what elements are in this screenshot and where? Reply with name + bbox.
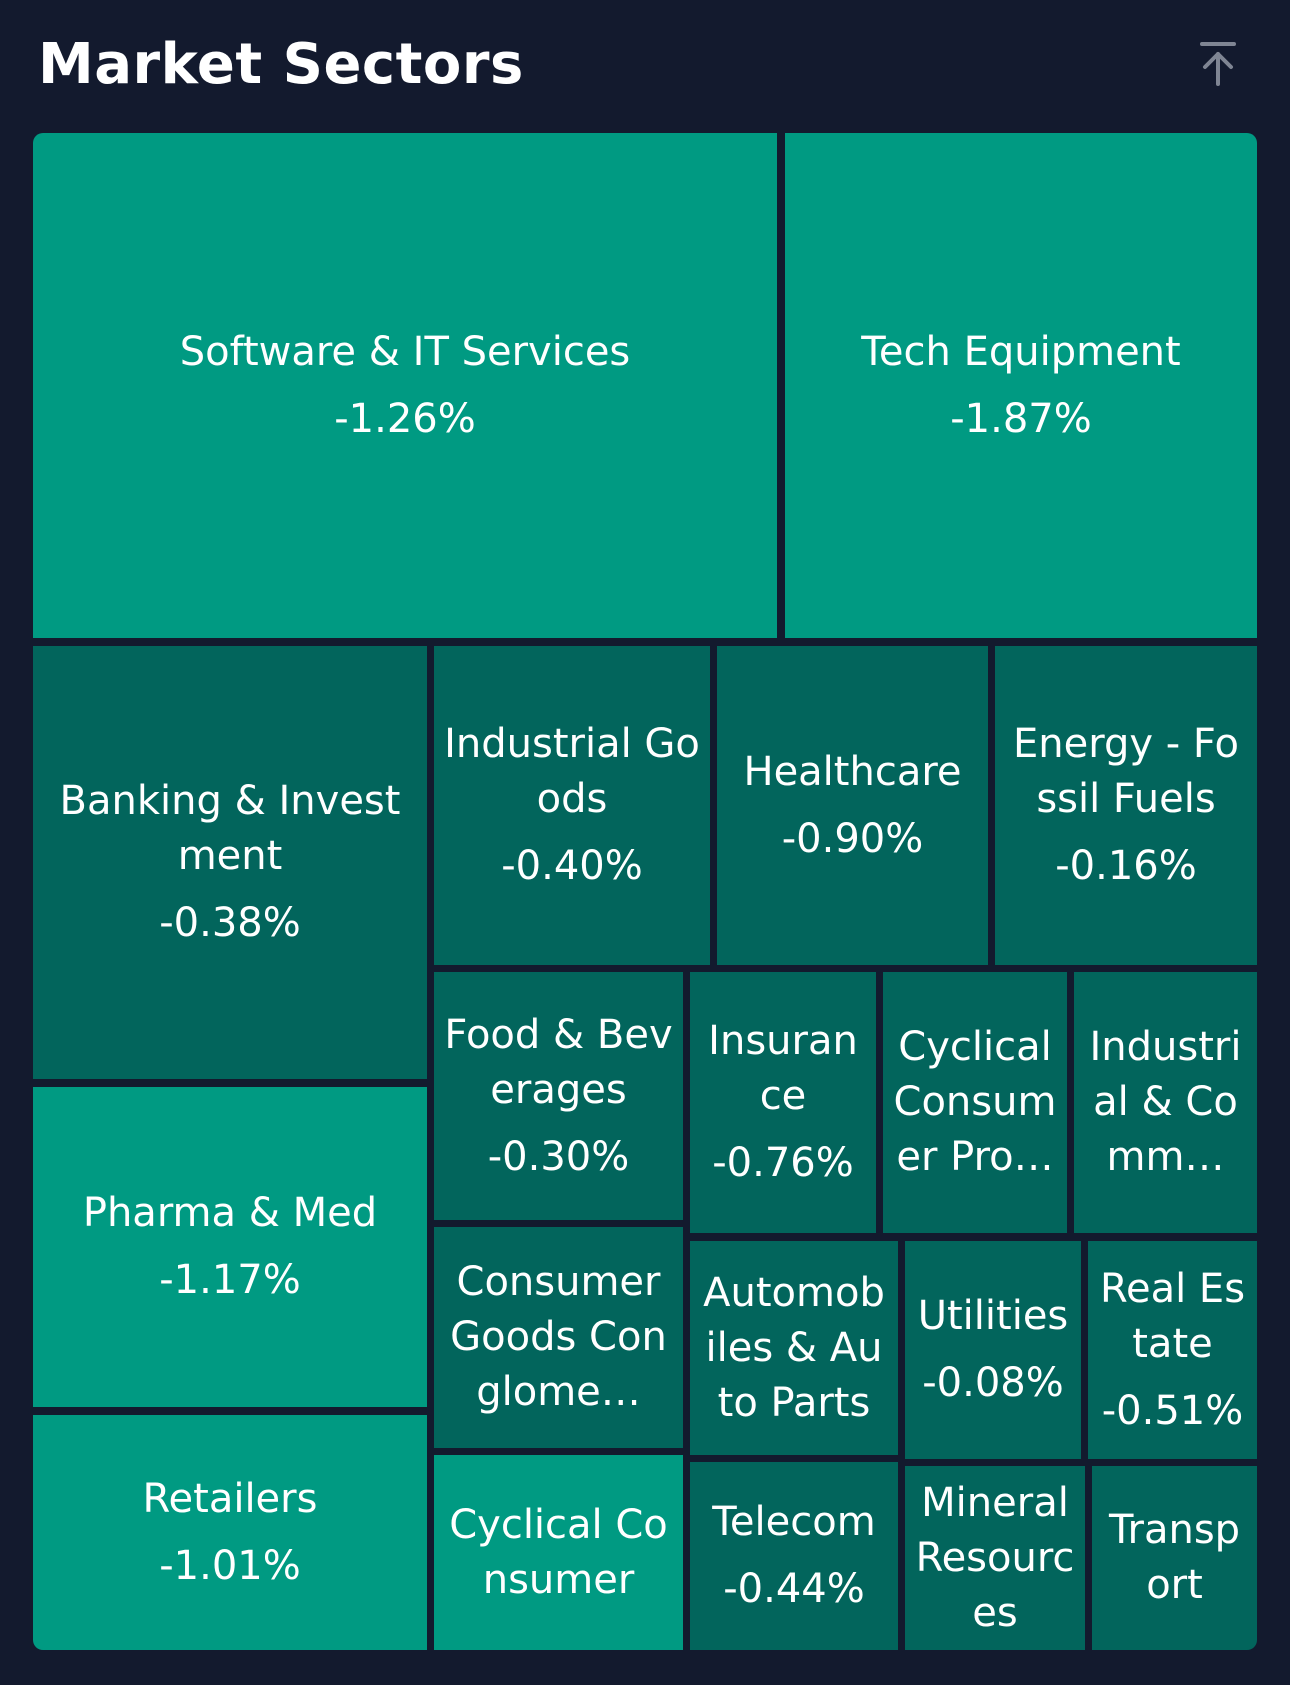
tile-real-estate[interactable]: Real Estate -0.51% (1088, 1241, 1257, 1459)
tile-automobiles-auto-parts[interactable]: Automobiles & Auto Parts (690, 1241, 898, 1455)
tile-name: Transport (1108, 1507, 1241, 1608)
tile-name: Automobiles & Auto Parts (703, 1269, 885, 1426)
tile-change: -0.30% (487, 1133, 630, 1180)
tile-change: -0.76% (712, 1140, 854, 1186)
tile-consumer-goods-conglomerates[interactable]: Consumer Goods Conglome… (434, 1227, 683, 1448)
tile-change: -0.51% (1101, 1387, 1244, 1434)
tile-name: Mineral Resources (915, 1479, 1075, 1636)
tile-transport[interactable]: Transport (1092, 1466, 1257, 1650)
tile-change: -1.26% (334, 395, 476, 442)
tile-industrial-goods[interactable]: Industrial Goods -0.40% (434, 646, 710, 965)
tile-banking-investment[interactable]: Banking & Investment -0.38% (33, 646, 427, 1079)
tile-name: Industrial Goods (444, 721, 700, 822)
tile-telecom[interactable]: Telecom -0.44% (690, 1462, 898, 1650)
tile-name: Energy - Fossil Fuels (1013, 721, 1239, 822)
tile-cyclical-consumer[interactable]: Cyclical Consumer (434, 1455, 683, 1650)
tile-change: -0.38% (159, 900, 301, 946)
tile-name: Retailers (142, 1475, 318, 1522)
tile-healthcare[interactable]: Healthcare -0.90% (717, 646, 988, 965)
tile-cyclical-consumer-products[interactable]: Cyclical Consumer Pro… (883, 972, 1067, 1233)
tile-pharma-med[interactable]: Pharma & Med -1.17% (33, 1087, 427, 1407)
tile-change: -0.16% (1055, 843, 1197, 889)
tile-software-it-services[interactable]: Software & IT Services -1.26% (33, 133, 777, 638)
arrow-up-to-line-icon (1200, 42, 1236, 86)
header: Market Sectors (0, 0, 1290, 130)
tile-energy-fossil-fuels[interactable]: Energy - Fossil Fuels -0.16% (995, 646, 1257, 965)
tile-change: -0.40% (501, 843, 643, 889)
tile-name: Real Estate (1099, 1265, 1246, 1367)
page-title: Market Sectors (38, 32, 524, 97)
tile-name: Consumer Goods Conglome… (450, 1259, 667, 1415)
tile-change: -1.17% (159, 1257, 301, 1303)
tile-name: Insurance (708, 1018, 858, 1119)
tile-utilities[interactable]: Utilities -0.08% (905, 1241, 1081, 1459)
tile-name: Telecom (712, 1499, 876, 1545)
tile-insurance[interactable]: Insurance -0.76% (690, 972, 876, 1233)
tile-tech-equipment[interactable]: Tech Equipment -1.87% (785, 133, 1257, 638)
tile-name: Industrial & Comm… (1089, 1024, 1242, 1180)
tile-change: -0.08% (922, 1360, 1064, 1406)
scroll-to-top-button[interactable] (1193, 36, 1243, 92)
tile-mineral-resources[interactable]: Mineral Resources (905, 1466, 1085, 1650)
tile-name: Cyclical Consumer (449, 1501, 668, 1603)
tile-industrial-commercial[interactable]: Industrial & Comm… (1074, 972, 1257, 1233)
tile-change: -0.90% (781, 815, 924, 862)
tile-change: -1.01% (159, 1542, 301, 1589)
tile-name: Tech Equipment (861, 328, 1181, 375)
tile-name: Pharma & Med (82, 1190, 378, 1236)
tile-change: -0.44% (723, 1566, 865, 1612)
tile-name: Software & IT Services (179, 328, 631, 375)
tile-name: Utilities (917, 1293, 1069, 1339)
tile-name: Food & Beverages (444, 1011, 673, 1113)
tile-change: -1.87% (950, 395, 1092, 442)
tile-name: Healthcare (743, 748, 962, 795)
tile-name: Cyclical Consumer Pro… (893, 1024, 1057, 1180)
tile-name: Banking & Investment (59, 778, 401, 879)
tile-retailers[interactable]: Retailers -1.01% (33, 1415, 427, 1650)
tile-food-beverages[interactable]: Food & Beverages -0.30% (434, 972, 683, 1220)
